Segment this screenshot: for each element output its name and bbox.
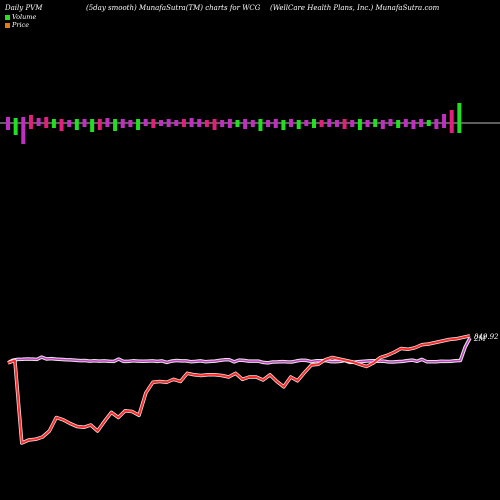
volume-bar: [227, 119, 232, 128]
volume-bar: [220, 120, 225, 127]
legend-price-swatch: [5, 22, 10, 28]
volume-bar: [67, 120, 72, 127]
legend-volume: Volume: [5, 13, 36, 21]
volume-bar: [136, 119, 141, 130]
chart-title: (5day smooth) MunafaSutra(TM) charts for…: [86, 4, 261, 12]
volume-bar: [13, 118, 18, 135]
volume-bar: [59, 119, 64, 131]
volume-bar: [342, 119, 347, 129]
volume-bar: [319, 120, 324, 127]
volume-bar: [365, 120, 370, 127]
volume-bar: [396, 120, 401, 128]
volume-bar: [457, 103, 462, 133]
volume-bar: [97, 119, 102, 130]
volume-bar: [426, 120, 431, 126]
volume-bar: [273, 119, 278, 128]
volume-bar: [21, 117, 26, 144]
chart-type-label: Daily PVM: [5, 4, 43, 12]
volume-bar: [388, 119, 393, 126]
volume-bar: [174, 120, 179, 126]
volume-bar: [380, 120, 385, 129]
volume-bar: [281, 120, 286, 130]
volume-bar: [312, 119, 316, 128]
volume-bar: [304, 120, 309, 126]
volume-bar: [151, 119, 156, 128]
volume-bar: [197, 119, 202, 127]
volume-bar: [166, 119, 171, 127]
series-end-label: 849.92: [474, 333, 499, 341]
volume-bar: [74, 119, 79, 130]
volume-bar: [243, 119, 248, 129]
volume-bar: [181, 119, 186, 127]
volume-bar: [36, 118, 41, 126]
volume-bar: [357, 119, 362, 130]
volume-bar: [204, 120, 209, 127]
volume-bar: [90, 119, 95, 132]
volume-bar: [289, 119, 294, 127]
volume-bar: [159, 120, 163, 126]
volume-bar: [449, 110, 454, 133]
volume-bar: [212, 119, 217, 130]
volume-bar: [105, 118, 110, 127]
volume-bar: [82, 119, 87, 127]
volume-bar: [327, 119, 332, 127]
volume-bar: [250, 120, 255, 127]
volume-bar: [51, 119, 56, 128]
volume-bar: [189, 118, 194, 127]
volume-bar: [411, 120, 416, 129]
company-name: (WellCare Health Plans, Inc.) MunafaSutr…: [270, 4, 440, 12]
volume-bar: [419, 119, 424, 127]
volume-bar: [334, 120, 339, 127]
volume-bar: [113, 119, 118, 131]
volume-bar: [266, 120, 271, 127]
volume-bar: [120, 119, 125, 128]
volume-bar: [434, 119, 439, 129]
legend-price-label: Price: [12, 21, 30, 29]
legend-price: Price: [5, 21, 29, 29]
series-line: [7, 334, 471, 444]
volume-bar: [442, 114, 447, 128]
volume-bar: [235, 120, 240, 127]
volume-bar: [403, 119, 408, 127]
legend-volume-label: Volume: [12, 13, 37, 21]
volume-bar: [258, 119, 263, 131]
volume-bar: [128, 120, 133, 127]
series-line: [7, 337, 471, 364]
volume-bar: [44, 117, 49, 128]
volume-bar: [350, 120, 355, 127]
volume-bar: [28, 115, 33, 129]
volume-bar: [6, 117, 10, 130]
series-end-label: 2M: [473, 335, 486, 343]
volume-bar: [373, 119, 378, 127]
volume-bar: [296, 120, 301, 129]
volume-bar: [143, 119, 148, 126]
legend-volume-swatch: [5, 14, 10, 20]
